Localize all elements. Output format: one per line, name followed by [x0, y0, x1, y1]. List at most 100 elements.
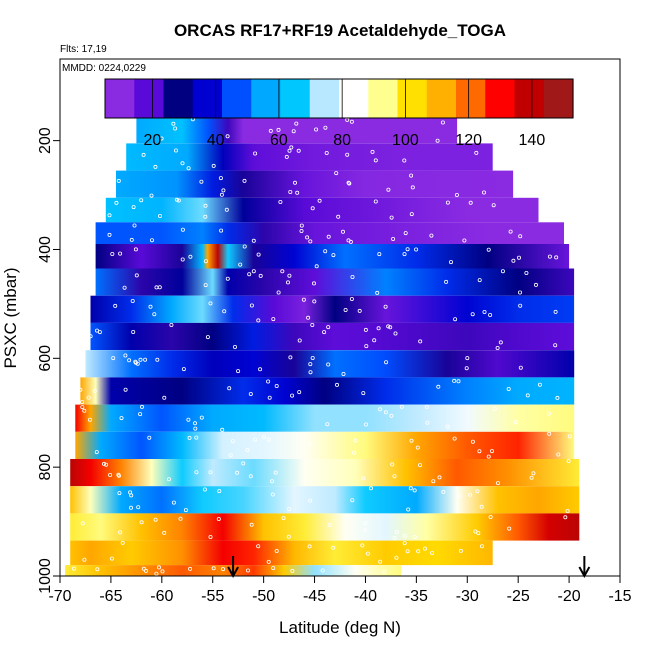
sample-point [252, 437, 257, 442]
plot-frame [59, 58, 621, 577]
colorbar-swatch [514, 79, 545, 118]
sample-point [280, 269, 285, 274]
sample-point [554, 255, 559, 260]
sample-point [402, 533, 407, 538]
sample-point [245, 568, 250, 573]
sample-point [476, 531, 481, 536]
sample-point [553, 309, 558, 314]
colorbar-tick-label: 100 [392, 132, 419, 149]
sample-point [104, 462, 109, 467]
sample-point [470, 439, 475, 444]
sample-point [410, 185, 415, 190]
sample-point [437, 475, 442, 480]
sample-point [331, 545, 336, 550]
sample-point [546, 411, 551, 416]
sample-point [481, 190, 486, 195]
colorbar-swatch [426, 79, 457, 118]
sample-point [86, 395, 91, 400]
sample-point [566, 459, 571, 464]
sample-point [249, 303, 254, 308]
sample-point [162, 530, 167, 535]
sample-point [181, 367, 186, 372]
sample-point [110, 251, 115, 256]
sample-point [256, 252, 261, 257]
sample-point [350, 498, 355, 503]
sample-point [331, 253, 336, 258]
sample-point [409, 173, 414, 178]
sample-point [383, 410, 388, 415]
sample-point [154, 571, 159, 576]
sample-point [281, 516, 286, 521]
colorbar-swatch [163, 79, 194, 118]
sample-point [343, 307, 348, 312]
sample-point [176, 198, 181, 203]
sample-point [127, 358, 132, 363]
x-tick-label: -70 [48, 588, 71, 605]
sample-point [285, 280, 290, 285]
sample-point [128, 505, 133, 510]
sample-point [444, 279, 449, 284]
sample-point [290, 393, 295, 398]
sample-point [495, 481, 500, 486]
sample-point [308, 498, 313, 503]
sample-point [386, 324, 391, 329]
sample-point [323, 249, 328, 254]
sample-point [173, 148, 178, 153]
sample-point [292, 180, 297, 185]
sample-point [403, 231, 408, 236]
heatmap-band [75, 431, 575, 459]
sample-point [370, 149, 375, 154]
sample-point [199, 415, 204, 420]
sample-point [160, 569, 165, 574]
x-tick-label: -50 [252, 588, 275, 605]
sample-point [422, 546, 427, 551]
latitude-arrow-head [227, 566, 239, 579]
sample-point [448, 260, 453, 265]
sample-point [322, 330, 327, 335]
sample-point [376, 326, 381, 331]
sample-point [445, 424, 450, 429]
sample-point [567, 434, 572, 439]
sample-point [286, 534, 291, 539]
sample-point [249, 522, 254, 527]
sample-point [180, 227, 185, 232]
sample-point [178, 516, 183, 521]
sample-point [392, 474, 397, 479]
sample-point [492, 406, 497, 411]
sample-point [507, 526, 512, 531]
sample-point [162, 395, 167, 400]
sample-point [513, 419, 518, 424]
sample-points [72, 117, 572, 576]
sample-point [72, 566, 77, 571]
colorbar-swatch [543, 79, 574, 118]
sample-point [271, 317, 276, 322]
sample-point [314, 264, 319, 269]
sample-point [440, 120, 445, 125]
sample-point [153, 517, 158, 522]
sample-point [326, 362, 331, 367]
sample-point [462, 238, 467, 243]
sample-point [563, 515, 568, 520]
sample-point [477, 278, 482, 283]
sample-point [405, 247, 410, 252]
sample-point [205, 335, 210, 340]
sample-point [227, 386, 232, 391]
colorbar-swatch [309, 79, 340, 118]
sample-point [326, 234, 331, 239]
sample-point [251, 238, 256, 243]
sample-point [305, 235, 310, 240]
sample-point [199, 179, 204, 184]
sample-point [353, 438, 358, 443]
sample-point [424, 404, 429, 409]
sample-point [123, 387, 128, 392]
sample-point [312, 299, 317, 304]
sample-point [180, 257, 185, 262]
sample-point [247, 272, 252, 277]
sample-point [230, 439, 235, 444]
sample-point [219, 192, 224, 197]
colorbar: 20 40 60 80 100 120 140 [104, 78, 574, 149]
sample-point [78, 387, 83, 392]
sample-point [474, 150, 479, 155]
sample-point [183, 508, 188, 513]
